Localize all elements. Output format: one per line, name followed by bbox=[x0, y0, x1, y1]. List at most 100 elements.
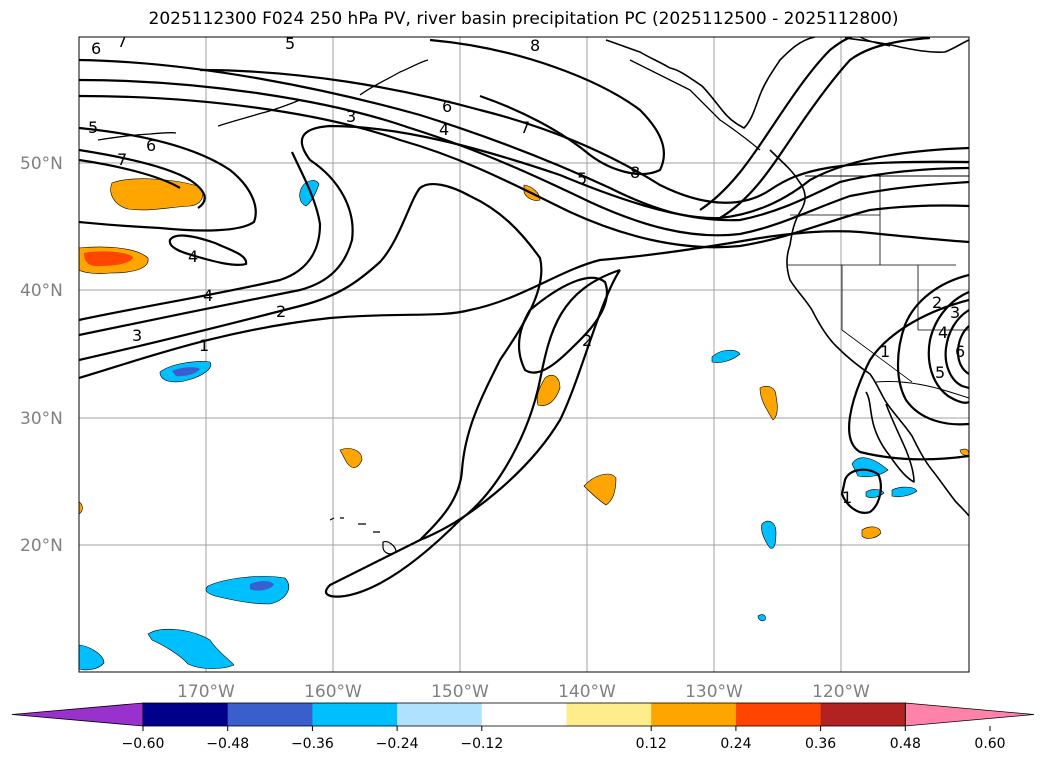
pv-contour-outer-low bbox=[848, 298, 969, 461]
lat-label-20n: 20°N bbox=[20, 536, 63, 556]
contour-label: 3 bbox=[132, 326, 142, 345]
contour-label: 1 bbox=[842, 488, 852, 507]
precip-positive-area bbox=[759, 385, 778, 421]
contour-label: 3 bbox=[950, 303, 960, 322]
pv-contour-low-2 bbox=[927, 290, 969, 404]
colorbar-segment bbox=[820, 703, 906, 726]
contour-label: 7 bbox=[117, 32, 127, 51]
colorbar-segment bbox=[651, 703, 737, 726]
colorbar-border bbox=[142, 702, 906, 727]
contour-label: 6 bbox=[91, 39, 101, 58]
contour-label: 5 bbox=[88, 118, 98, 137]
pv-contour-jet-3 bbox=[79, 78, 969, 237]
map-area bbox=[79, 37, 969, 672]
longitude-labels: 170°W 160°W 150°W 140°W 130°W 120°W bbox=[177, 682, 870, 702]
contour-label: 5 bbox=[285, 34, 295, 53]
contour-label: 4 bbox=[188, 247, 198, 266]
contour-label: 1 bbox=[199, 336, 209, 355]
contour-label: 2 bbox=[582, 331, 592, 350]
colorbar-tick-label: 0.36 bbox=[805, 736, 836, 752]
island-chain bbox=[629, 59, 761, 151]
contour-label: 4 bbox=[439, 120, 449, 139]
pv-contour-low-1 bbox=[896, 273, 969, 426]
contour-label: 2 bbox=[276, 302, 286, 321]
pv-contour-2 bbox=[79, 183, 543, 541]
precip-positive-area bbox=[339, 448, 363, 468]
colorbar-tick-label: −0.12 bbox=[460, 736, 503, 752]
precip-strong-area bbox=[84, 251, 133, 267]
colorbar-extend-low bbox=[11, 702, 144, 727]
colorbar-segment bbox=[143, 703, 229, 726]
alaska-coastline bbox=[97, 37, 891, 141]
contour-label: 8 bbox=[530, 36, 540, 55]
precip-negative-area bbox=[79, 644, 105, 671]
contour-label: 7 bbox=[520, 118, 530, 137]
precip-negative-area bbox=[299, 180, 320, 207]
lat-label-40n: 40°N bbox=[20, 281, 63, 301]
pv-contour-3 bbox=[79, 124, 969, 337]
pv-contour-5 bbox=[79, 126, 257, 232]
map-frame bbox=[78, 36, 970, 673]
pv-contour-north-ridge bbox=[699, 37, 931, 219]
contour-label: 5 bbox=[577, 169, 587, 188]
pv-contour-8 bbox=[429, 38, 665, 175]
colorbar-tick-label: −0.48 bbox=[206, 736, 249, 752]
pv-contour-6 bbox=[79, 148, 206, 209]
precip-positive-area bbox=[959, 448, 969, 456]
pv-contour-jet-2 bbox=[79, 58, 969, 222]
lon-label-160w: 160°W bbox=[304, 682, 362, 702]
precip-positive-area bbox=[110, 178, 204, 211]
lon-label-120w: 120°W bbox=[812, 682, 870, 702]
precip-negative-area bbox=[147, 628, 235, 669]
north-american-coastline bbox=[605, 37, 969, 517]
precip-positive-area bbox=[583, 473, 617, 506]
colorbar-tick-label: 0.24 bbox=[720, 736, 751, 752]
pv-contour-jet-4 bbox=[79, 94, 969, 249]
contour-labels: 6 7 5 8 5 6 7 3 4 6 7 5 8 4 4 2 3 1 2 2 … bbox=[88, 32, 965, 507]
colorbar-segment bbox=[312, 703, 398, 726]
colorbar-segment bbox=[227, 703, 313, 726]
pv-contour-2-inner bbox=[517, 276, 609, 374]
pv-contour-4 bbox=[79, 151, 322, 322]
precip-positive-area bbox=[861, 526, 882, 539]
contour-label: 4 bbox=[203, 286, 213, 305]
colorbar: −0.60 −0.48 −0.36 −0.24 −0.12 0.12 0.24 0.36 0.4… bbox=[11, 702, 1035, 752]
contour-label: 6 bbox=[442, 97, 452, 116]
lon-label-170w: 170°W bbox=[177, 682, 235, 702]
lon-label-150w: 150°W bbox=[431, 682, 489, 702]
contour-label: 7 bbox=[117, 150, 127, 169]
lat-label-30n: 30°N bbox=[20, 409, 63, 429]
pv-contour-small-low bbox=[840, 468, 882, 514]
lon-label-130w: 130°W bbox=[685, 682, 743, 702]
precip-negative-core bbox=[172, 367, 200, 377]
pv-contour-7 bbox=[79, 158, 181, 189]
precip-negative-core bbox=[250, 581, 274, 591]
contour-label: 2 bbox=[932, 293, 942, 312]
precip-negative-area bbox=[891, 486, 918, 498]
latitude-labels: 50°N 40°N 30°N 20°N bbox=[20, 154, 63, 556]
contour-label: 6 bbox=[146, 136, 156, 155]
colorbar-tick-label: 0.12 bbox=[636, 736, 667, 752]
colorbar-tick-label: −0.60 bbox=[122, 736, 165, 752]
colorbar-tick-label: 0.60 bbox=[974, 736, 1005, 752]
coastlines bbox=[97, 37, 969, 555]
colorbar-segment bbox=[735, 703, 822, 726]
pv-contour-low-4 bbox=[956, 325, 969, 375]
precip-negative-area bbox=[711, 349, 741, 363]
contour-label: 5 bbox=[935, 363, 945, 382]
figure-title: 2025112300 F024 250 hPa PV, river basin … bbox=[148, 9, 899, 29]
pv-contour-1 bbox=[79, 230, 969, 380]
contour-label: 6 bbox=[955, 342, 965, 361]
colorbar-segment bbox=[481, 703, 567, 726]
colorbar-tick-label: −0.24 bbox=[376, 736, 419, 752]
pv-contour-1-tongue bbox=[324, 268, 621, 598]
contour-label: 8 bbox=[630, 163, 640, 182]
colorbar-extend-high bbox=[904, 702, 1035, 727]
precip-negative-area bbox=[851, 457, 889, 478]
precip-negative-area bbox=[757, 614, 766, 622]
colorbar-tick-label: −0.36 bbox=[291, 736, 334, 752]
colorbar-segment bbox=[397, 703, 483, 726]
country-border bbox=[805, 175, 969, 399]
contour-label: 4 bbox=[938, 323, 948, 342]
